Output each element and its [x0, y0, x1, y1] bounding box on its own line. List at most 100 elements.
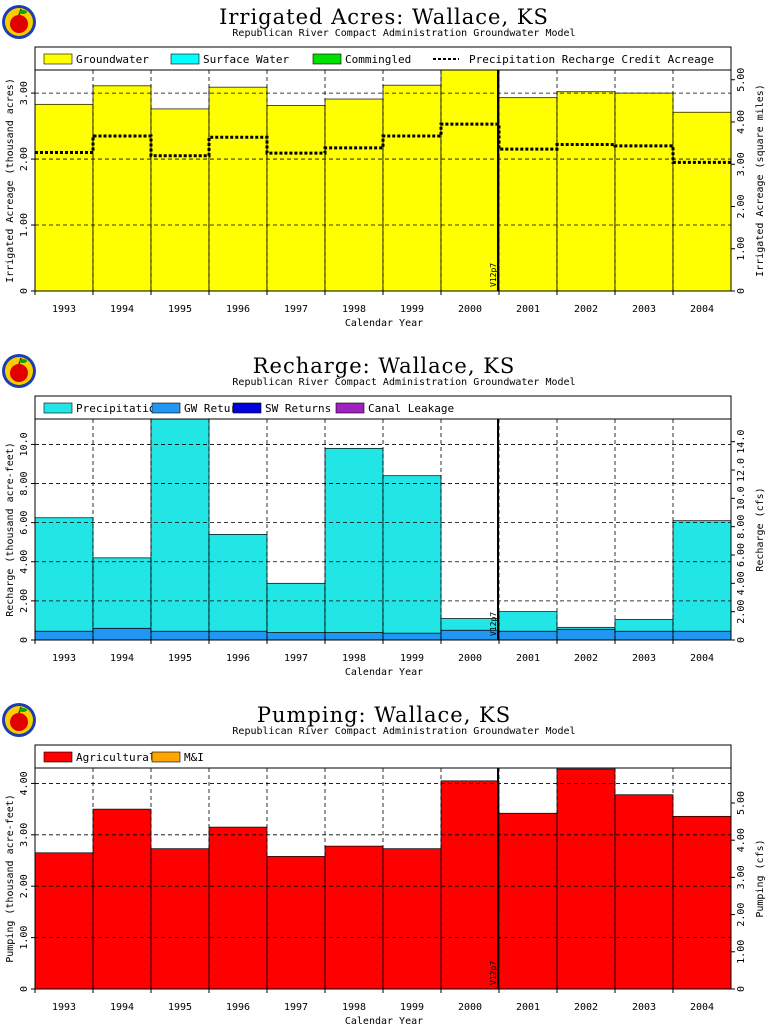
- x-tick-label: 2002: [574, 653, 598, 664]
- y2-tick-label: 8.00: [736, 515, 747, 539]
- x-axis-label: Calendar Year: [345, 318, 423, 329]
- y-tick-label: 2.00: [19, 589, 30, 613]
- apple-logo-icon: [2, 703, 36, 737]
- x-tick-label: 1994: [110, 653, 134, 664]
- bar-precipitation: [498, 611, 558, 632]
- x-axis-label: Calendar Year: [345, 667, 423, 678]
- y-tick-label: 1.00: [19, 926, 30, 950]
- y2-axis-label: Pumping (cfs): [755, 839, 766, 917]
- y2-tick-label: 3.00: [736, 865, 747, 889]
- x-axis-label: Calendar Year: [345, 1016, 423, 1024]
- legend-swatch: [151, 751, 181, 763]
- y-axis-label: Recharge (thousand acre-feet): [5, 442, 16, 617]
- bar-precipitation: [150, 418, 210, 632]
- y2-tick-label: 0: [736, 986, 747, 992]
- chart-subtitle: Republican River Compact Administration …: [232, 28, 575, 39]
- legend-label: Precipitation Recharge Credit Acreage: [469, 53, 714, 66]
- bar-groundwater: [556, 91, 616, 292]
- y-axis-label: Pumping (thousand acre-feet): [5, 794, 16, 963]
- legend-label: Canal Leakage: [368, 402, 454, 415]
- legend-label: Precipitation: [76, 402, 162, 415]
- x-tick-label: 2004: [690, 304, 714, 315]
- x-tick-label: 2001: [516, 653, 540, 664]
- x-tick-label: 2000: [458, 304, 482, 315]
- x-tick-label: 1998: [342, 1002, 366, 1013]
- legend-swatch: [151, 402, 181, 414]
- bar-agricultural: [92, 808, 152, 990]
- y2-tick-label: 4.00: [736, 110, 747, 134]
- bar-agricultural: [382, 848, 442, 990]
- bar-gw-returns: [266, 632, 326, 641]
- chart-subtitle: Republican River Compact Administration …: [232, 377, 575, 388]
- legend-label: Groundwater: [76, 53, 149, 66]
- y2-tick-label: 4.00: [736, 828, 747, 852]
- bar-groundwater: [208, 86, 268, 292]
- bar-precipitation: [34, 517, 94, 632]
- legend-swatch: [335, 402, 365, 414]
- bar-groundwater: [382, 84, 442, 292]
- x-tick-label: 1993: [52, 653, 76, 664]
- x-tick-label: 1996: [226, 653, 250, 664]
- x-tick-label: 2000: [458, 653, 482, 664]
- legend-label: SW Returns: [265, 402, 331, 415]
- y-tick-label: 4.00: [19, 550, 30, 574]
- y2-tick-label: 3.00: [736, 152, 747, 176]
- bar-precipitation: [382, 475, 442, 634]
- x-tick-label: 1993: [52, 304, 76, 315]
- y-tick-label: 0: [19, 288, 30, 294]
- x-tick-label: 2001: [516, 304, 540, 315]
- x-tick-label: 1999: [400, 653, 424, 664]
- y-axis-label: Irrigated Acreage (thousand acres): [5, 78, 16, 283]
- x-tick-label: 2002: [574, 304, 598, 315]
- x-tick-label: 2003: [632, 1002, 656, 1013]
- y2-axis-label: Recharge (cfs): [755, 487, 766, 571]
- bar-agricultural: [556, 768, 616, 990]
- bar-groundwater: [440, 69, 500, 292]
- model-version-label: V12p7: [489, 612, 498, 636]
- bar-gw-returns: [614, 630, 674, 641]
- bar-precipitation: [266, 582, 326, 633]
- model-version-label: V12p7: [489, 961, 498, 985]
- x-tick-label: 2003: [632, 304, 656, 315]
- legend-swatch: [232, 402, 262, 414]
- legend-swatch: [170, 53, 200, 65]
- bar-groundwater: [34, 103, 94, 292]
- legend-swatch: [43, 53, 73, 65]
- y2-tick-label: 10.0: [736, 486, 747, 510]
- bar-agricultural: [440, 780, 500, 990]
- bar-gw-returns: [556, 628, 616, 641]
- y-tick-label: 3.00: [19, 823, 30, 847]
- y2-tick-label: 0: [736, 288, 747, 294]
- legend-label: M&I: [184, 751, 204, 764]
- legend-label: Commingled: [345, 53, 411, 66]
- chart-title: Pumping: Wallace, KS: [257, 703, 511, 727]
- bar-gw-returns: [324, 632, 384, 641]
- x-tick-label: 1998: [342, 653, 366, 664]
- bar-agricultural: [614, 794, 674, 990]
- x-tick-label: 1997: [284, 1002, 308, 1013]
- bar-agricultural: [34, 852, 94, 990]
- y-tick-label: 2.00: [19, 147, 30, 171]
- chart-title: Irrigated Acres: Wallace, KS: [219, 5, 549, 29]
- legend-swatch: [43, 402, 73, 414]
- bar-groundwater: [498, 97, 558, 292]
- y2-tick-label: 2.00: [736, 600, 747, 624]
- x-tick-label: 2000: [458, 1002, 482, 1013]
- y2-axis-label: Irrigated Acreage (square miles): [755, 84, 766, 277]
- y2-tick-label: 14.0: [736, 430, 747, 454]
- legend-label: Agricultural: [76, 751, 155, 764]
- legend-swatch: [43, 751, 73, 763]
- y2-tick-label: 12.0: [736, 458, 747, 482]
- apple-logo-icon: [2, 354, 36, 388]
- y2-tick-label: 5.00: [736, 68, 747, 92]
- y2-tick-label: 5.00: [736, 791, 747, 815]
- y2-tick-label: 1.00: [736, 940, 747, 964]
- bar-precipitation: [556, 626, 616, 630]
- bar-gw-returns: [92, 627, 152, 641]
- bar-groundwater: [92, 85, 152, 292]
- y-tick-label: 1.00: [19, 213, 30, 237]
- x-tick-label: 1995: [168, 653, 192, 664]
- y-tick-label: 2.00: [19, 874, 30, 898]
